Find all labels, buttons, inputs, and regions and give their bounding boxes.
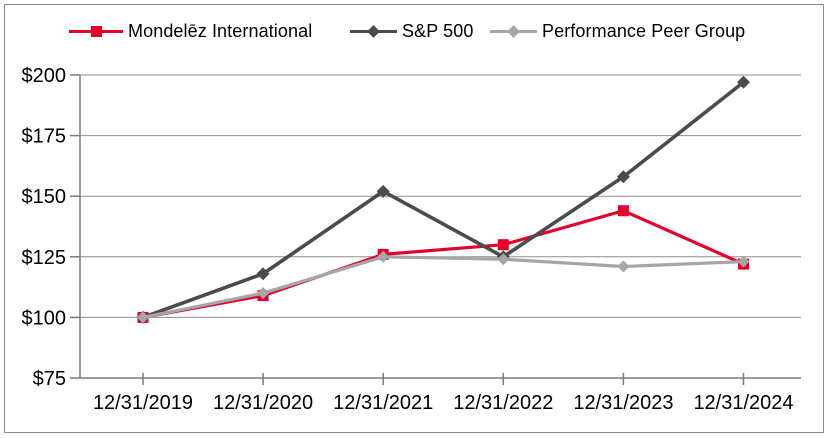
series-line-0	[142, 209, 745, 319]
legend-marker-diamond-icon	[490, 20, 537, 42]
data-point-marker	[497, 239, 509, 251]
y-tick-label: $150	[22, 186, 67, 208]
legend-shape	[90, 25, 102, 37]
data-point-marker	[137, 311, 149, 324]
legend-label-sp500: S&P 500	[402, 20, 474, 41]
data-point-marker	[616, 170, 630, 184]
data-point-marker	[617, 205, 629, 217]
x-tick-label: 12/31/2020	[213, 392, 313, 414]
legend-item-peer-group: Performance Peer Group	[490, 20, 745, 42]
data-point-marker	[377, 250, 390, 263]
x-tick-label: 12/31/2023	[573, 392, 673, 414]
series-line-2	[142, 255, 744, 319]
legend-marker-diamond-icon	[350, 20, 397, 42]
data-point-marker	[737, 255, 750, 268]
x-tick-label: 12/31/2024	[693, 392, 793, 414]
y-tick-label: $200	[22, 65, 67, 87]
data-point-marker	[257, 287, 270, 300]
series-line-1	[142, 80, 745, 320]
data-point-marker	[617, 260, 630, 273]
legend: Mondelēz International S&P 500 Performan…	[0, 20, 829, 42]
x-tick-label: 12/31/2021	[333, 392, 433, 414]
data-point-marker	[737, 75, 750, 89]
data-point-marker	[497, 253, 510, 266]
data-point-marker	[256, 267, 270, 281]
legend-label-peer-group: Performance Peer Group	[542, 20, 746, 41]
legend-marker-square-icon	[69, 20, 123, 42]
y-tick-label: $125	[22, 247, 67, 269]
legend-item-sp500: S&P 500	[350, 20, 473, 42]
y-tick-label: $175	[22, 126, 67, 148]
legend-item-mondelez: Mondelēz International	[69, 20, 312, 42]
y-tick-label: $100	[22, 307, 67, 329]
x-tick-label: 12/31/2022	[453, 392, 553, 414]
legend-label-mondelez: Mondelēz International	[128, 20, 313, 41]
x-tick-label: 12/31/2019	[93, 392, 193, 414]
data-point-marker	[376, 184, 390, 198]
y-tick-label: $75	[33, 368, 66, 390]
